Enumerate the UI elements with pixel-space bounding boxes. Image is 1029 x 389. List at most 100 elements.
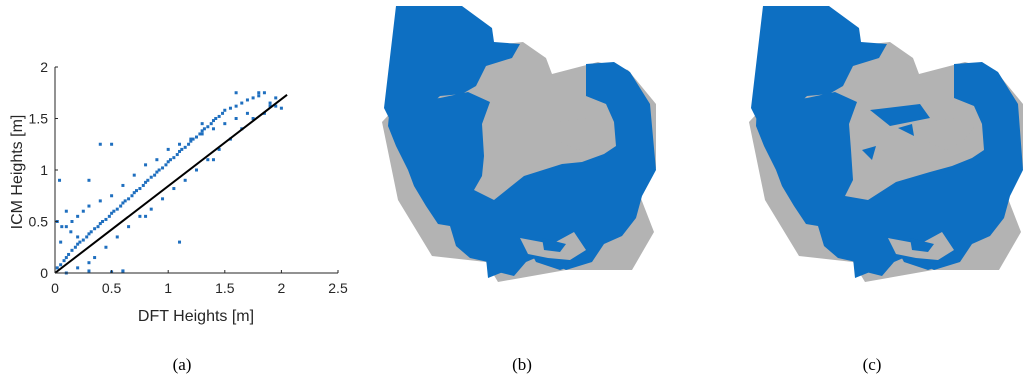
scatter-point (141, 183, 145, 187)
scatter-point (127, 225, 131, 229)
y-tick-label: 2 (40, 59, 48, 75)
scatter-point (274, 104, 278, 108)
scatter-point (135, 189, 139, 193)
map-panel-c: (c) (690, 0, 1029, 384)
scatter-point (198, 132, 202, 136)
scatter-point (221, 111, 225, 115)
map-b (382, 6, 656, 282)
caption-b: (b) (512, 355, 532, 374)
scatter-point (168, 158, 172, 162)
scatter-point (279, 106, 283, 110)
scatter-point (107, 214, 111, 218)
scatter-point (87, 204, 91, 208)
scatter-point (234, 104, 238, 108)
scatter-point (70, 220, 74, 223)
scatter-point (240, 101, 244, 105)
scatter-point (234, 91, 238, 95)
scatter-point (98, 199, 102, 203)
x-tick-label: 0 (51, 280, 59, 296)
scatter-point (132, 191, 136, 195)
scatter-point (172, 156, 176, 160)
scatter-point (93, 256, 97, 260)
scatter-point (76, 242, 80, 246)
scatter-point (251, 117, 255, 120)
scatter-point (85, 235, 89, 239)
scatter-point (123, 199, 127, 203)
scatter-point (87, 261, 91, 265)
scatter-point (195, 135, 198, 139)
scatter-point (164, 163, 168, 167)
scatter-point (121, 269, 125, 273)
scatter-point (76, 235, 80, 239)
scatter-point (110, 194, 114, 198)
scatter-point (89, 230, 93, 234)
scatter-point (121, 183, 125, 187)
scatter-point (130, 194, 134, 198)
scatter-point (157, 168, 161, 172)
caption-c: (c) (862, 355, 882, 374)
scatter-point (166, 160, 170, 164)
scatter-point (209, 122, 213, 126)
scatter-point (251, 96, 255, 100)
map-panel-b: (b) (360, 0, 690, 384)
scatter-point (146, 178, 150, 182)
x-axis-label: DFT Heights [m] (138, 308, 254, 325)
scatter-point (73, 245, 77, 249)
scatter-point (78, 240, 82, 244)
scatter-point (189, 139, 193, 143)
scatter-point (59, 263, 63, 267)
scatter-point (183, 178, 187, 182)
scatter-point (172, 187, 176, 191)
scatter-point (206, 158, 210, 162)
scatter-point (138, 214, 142, 218)
points-layer (54, 91, 288, 275)
scatter-point (191, 137, 195, 141)
axes-layer: 0 0.5 1 1.5 2 2.5 0 0.5 1 1.5 2 (29, 59, 348, 296)
scatter-point (257, 94, 261, 98)
scatter-point (98, 142, 102, 146)
scatter-point (257, 91, 261, 95)
scatter-point (104, 217, 108, 221)
scatter-point (155, 170, 159, 174)
scatter-point (87, 178, 91, 182)
scatter-point (166, 147, 170, 151)
scatter-point (268, 104, 272, 108)
scatter-point (217, 147, 221, 151)
y-tick-label: 0 (40, 265, 48, 281)
map-b-gray-patch (520, 118, 606, 260)
caption-a: (a) (172, 355, 192, 374)
x-tick-label: 1.5 (215, 280, 235, 296)
map-c (749, 6, 1023, 282)
scatter-point (81, 238, 85, 242)
scatter-point (211, 158, 215, 162)
scatter-point (200, 132, 204, 136)
scatter-point (110, 211, 114, 215)
map-c-gray-patch (888, 118, 974, 260)
scatter-point (93, 227, 97, 231)
scatter-point (115, 235, 119, 239)
scatter-chart: 0 0.5 1 1.5 2 2.5 0 0.5 1 1.5 2 DFT Heights [m] IC… (9, 59, 348, 325)
fit-line (54, 94, 288, 274)
scatter-point (60, 225, 64, 229)
scatter-point (132, 173, 136, 177)
scatter-point (202, 127, 206, 131)
scatter-point (183, 145, 187, 149)
y-tick-label: 1.5 (29, 111, 49, 127)
scatter-point (187, 142, 191, 146)
scatter-point (144, 214, 148, 218)
scatter-point (274, 96, 278, 100)
scatter-point (178, 142, 182, 146)
scatter-point (69, 230, 73, 234)
scatter-point (76, 214, 80, 218)
scatter-point (64, 225, 68, 229)
scatter-point (64, 209, 68, 213)
scatter-point (200, 129, 204, 133)
scatter-point (81, 209, 85, 213)
scatter-point (58, 178, 62, 182)
scatter-point (127, 197, 131, 201)
scatter-point (155, 158, 159, 162)
scatter-point (234, 117, 238, 120)
scatter-point (161, 166, 165, 170)
scatter-point (119, 204, 123, 208)
scatter-point (115, 207, 119, 211)
